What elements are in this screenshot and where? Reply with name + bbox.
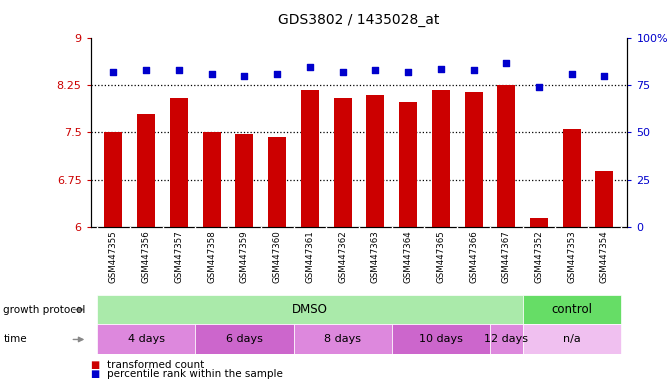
Bar [392, 324, 490, 354]
Point [141, 67, 152, 73]
Bar [268, 137, 286, 227]
Point [533, 84, 544, 90]
Text: GSM447355: GSM447355 [109, 230, 118, 283]
Text: 12 days: 12 days [484, 334, 528, 344]
Bar [170, 98, 188, 227]
Point [206, 71, 217, 77]
Point [435, 65, 446, 71]
Bar [563, 129, 580, 227]
Text: GSM447364: GSM447364 [403, 230, 413, 283]
Text: GSM447361: GSM447361 [305, 230, 315, 283]
Text: control: control [552, 303, 592, 316]
Text: GSM447357: GSM447357 [174, 230, 183, 283]
Text: GSM447353: GSM447353 [567, 230, 576, 283]
Text: GSM447366: GSM447366 [469, 230, 478, 283]
Bar [236, 134, 254, 227]
Text: GSM447367: GSM447367 [502, 230, 511, 283]
Text: 4 days: 4 days [127, 334, 164, 344]
Text: transformed count: transformed count [107, 360, 205, 370]
Text: GSM447359: GSM447359 [240, 230, 249, 283]
Bar [293, 324, 392, 354]
Bar [399, 103, 417, 227]
Text: time: time [3, 334, 27, 344]
Point [338, 69, 348, 75]
Text: GSM447358: GSM447358 [207, 230, 216, 283]
Point [468, 67, 479, 73]
Bar [138, 114, 155, 227]
Text: GSM447365: GSM447365 [436, 230, 446, 283]
Bar [595, 171, 613, 227]
Text: GSM447354: GSM447354 [600, 230, 609, 283]
Text: GSM447362: GSM447362 [338, 230, 347, 283]
Text: 8 days: 8 days [324, 334, 361, 344]
Point [108, 69, 119, 75]
Text: 6 days: 6 days [226, 334, 263, 344]
Bar [97, 295, 523, 324]
Point [174, 67, 185, 73]
Bar [105, 132, 123, 227]
Text: GSM447363: GSM447363 [371, 230, 380, 283]
Text: GSM447352: GSM447352 [535, 230, 544, 283]
Bar [195, 324, 293, 354]
Text: growth protocol: growth protocol [3, 305, 86, 314]
Bar [333, 98, 352, 227]
Bar [97, 324, 195, 354]
Point [305, 63, 315, 70]
Bar [432, 91, 450, 227]
Text: 10 days: 10 days [419, 334, 463, 344]
Text: n/a: n/a [563, 334, 580, 344]
Bar [523, 295, 621, 324]
Bar [366, 95, 384, 227]
Point [599, 73, 610, 79]
Bar [203, 132, 221, 227]
Point [501, 60, 512, 66]
Bar [497, 86, 515, 227]
Bar [490, 324, 523, 354]
Point [239, 73, 250, 79]
Text: GSM447356: GSM447356 [142, 230, 151, 283]
Text: GDS3802 / 1435028_at: GDS3802 / 1435028_at [278, 13, 440, 27]
Text: percentile rank within the sample: percentile rank within the sample [107, 369, 283, 379]
Point [272, 71, 282, 77]
Point [370, 67, 380, 73]
Text: DMSO: DMSO [292, 303, 328, 316]
Text: ■: ■ [91, 360, 100, 370]
Text: ■: ■ [91, 369, 100, 379]
Bar [464, 92, 482, 227]
Text: GSM447360: GSM447360 [272, 230, 282, 283]
Point [566, 71, 577, 77]
Point [403, 69, 413, 75]
Bar [530, 218, 548, 227]
Bar [301, 90, 319, 227]
Bar [523, 324, 621, 354]
